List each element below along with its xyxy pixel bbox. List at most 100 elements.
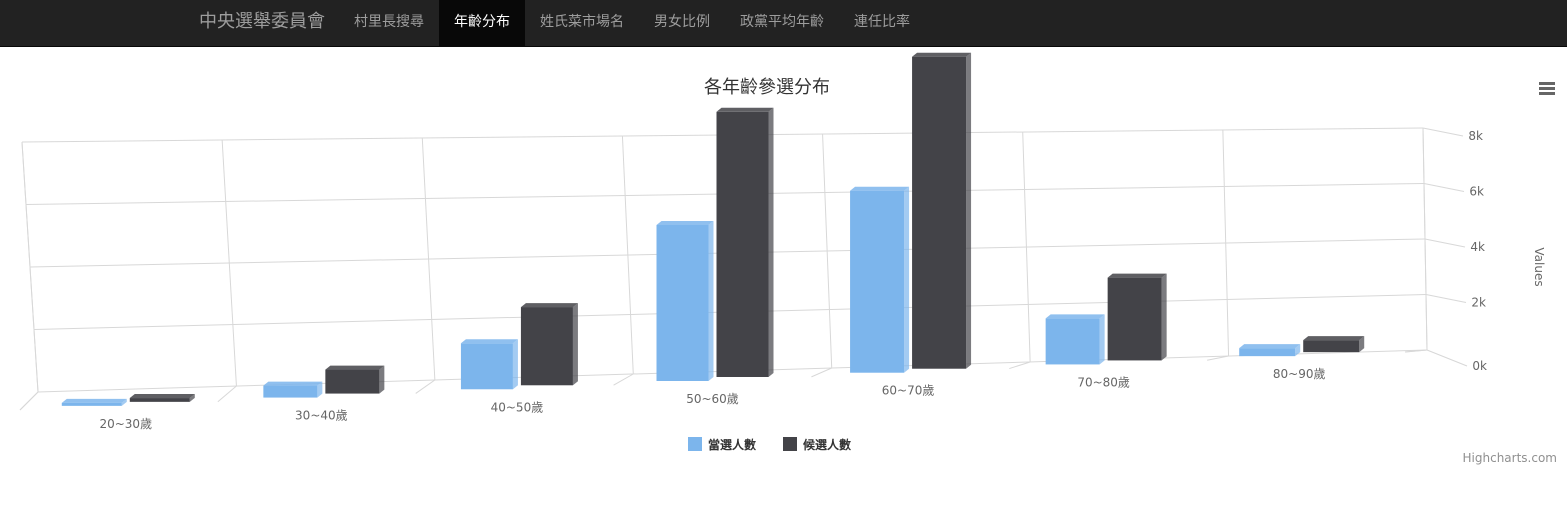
bar-top-face: [520, 303, 578, 308]
bar-side-face: [572, 303, 578, 386]
y-tick-label: 2k: [1471, 296, 1486, 310]
bar-elected: [1239, 344, 1301, 357]
y-axis-title: Values: [1532, 247, 1546, 286]
bar-candidates: [1303, 336, 1365, 353]
bar-top-face: [1303, 336, 1365, 341]
nav-item-age-distribution[interactable]: 年齡分布: [439, 0, 525, 46]
bar-front-face: [656, 225, 709, 381]
bar-elected: [61, 398, 127, 406]
bar-side-face: [904, 186, 910, 373]
chart-title: 各年齡參選分布: [704, 77, 830, 98]
gridline-floor: [613, 373, 634, 386]
chart-credits[interactable]: Highcharts.com: [1463, 451, 1557, 465]
chart-context-menu-button[interactable]: [1532, 77, 1560, 99]
gridline-side: [1422, 127, 1464, 137]
y-tick-label: 4k: [1470, 240, 1485, 254]
gridline-floor: [19, 391, 39, 411]
bar-top-face: [850, 186, 910, 191]
brand-link[interactable]: 中央選舉委員會: [199, 11, 325, 32]
bar-top-face: [656, 221, 714, 225]
bar-candidates: [1107, 273, 1167, 361]
bar-elected: [656, 221, 714, 381]
bar-side-face: [512, 339, 518, 390]
bar-candidates: [716, 107, 774, 378]
bar-candidates: [129, 394, 195, 402]
legend-item-candidates[interactable]: 候選人數: [783, 437, 851, 452]
y-axis-labels: 0k 2k 4k 6k 8k: [1468, 129, 1487, 373]
bar-side-face: [189, 394, 195, 402]
bar-candidates: [520, 303, 578, 386]
bar-elected: [850, 186, 910, 373]
legend-label: 當選人數: [708, 437, 756, 452]
bar-elected: [263, 381, 323, 398]
bar-side-face: [966, 52, 972, 369]
bar-top-face: [61, 398, 127, 403]
bar-side-face: [1161, 273, 1167, 361]
nav-item-village-chief-search[interactable]: 村里長搜尋: [354, 14, 424, 30]
chart-legend: 當選人數 候選人數: [688, 437, 851, 452]
bar-front-face: [460, 343, 513, 390]
bar-side-face: [1359, 336, 1365, 353]
y-tick-label: 6k: [1469, 185, 1484, 199]
bar-side-face: [317, 381, 323, 398]
legend-swatch: [688, 437, 702, 451]
gridline-vertical: [221, 139, 237, 387]
chart-bars: [61, 52, 1365, 406]
x-tick-label: 50~60歲: [686, 392, 739, 406]
bar-front-face: [1107, 277, 1162, 361]
gridline-floor: [1009, 361, 1031, 370]
gridline-vertical: [1222, 129, 1230, 357]
legend-swatch: [783, 437, 797, 451]
bar-front-face: [912, 56, 967, 369]
x-axis-labels: 20~30歲 30~40歲 40~50歲 50~60歲 60~70歲 70~80歲 80~9…: [99, 367, 1325, 431]
bar-top-face: [1045, 314, 1105, 319]
bar-top-face: [325, 365, 385, 370]
bar-side-face: [121, 398, 127, 406]
bar-top-face: [1107, 273, 1167, 278]
bar-side-face: [708, 221, 714, 381]
gridline-floor: [1207, 355, 1229, 361]
bar-front-face: [61, 402, 122, 406]
bar-side-face: [379, 365, 385, 394]
top-navbar: 中央選舉委員會 村里長搜尋 年齡分布 姓氏菜市場名 男女比例 政黨平均年齡 連任…: [0, 0, 1567, 47]
nav-item-reelection-rate[interactable]: 連任比率: [854, 14, 910, 30]
bar-side-face: [1099, 314, 1105, 365]
age-distribution-chart: 各年齡參選分布 20~30歲 30~40歲 40~50歲 50~60歲 60~70歲 70…: [19, 52, 1560, 465]
gridline-side: [1425, 294, 1467, 303]
bar-front-face: [325, 369, 380, 394]
bar-front-face: [520, 307, 573, 386]
bar-candidates: [325, 365, 385, 394]
bar-front-face: [1303, 340, 1360, 353]
gridline-side: [1424, 238, 1466, 248]
nav-item-party-average-age[interactable]: 政黨平均年齡: [740, 14, 824, 30]
bar-top-face: [1239, 344, 1301, 349]
nav-item-gender-ratio[interactable]: 男女比例: [654, 14, 710, 30]
bar-front-face: [1045, 318, 1100, 365]
gridline-floor: [1404, 349, 1428, 353]
hamburger-menu-icon: [1539, 82, 1555, 95]
bar-top-face: [716, 107, 774, 112]
x-tick-label: 60~70歲: [882, 384, 935, 398]
chart-container: 各年齡參選分布 20~30歲 30~40歲 40~50歲 50~60歲 60~70歲 70…: [0, 47, 1567, 512]
gridline-vertical: [1022, 131, 1031, 363]
gridline-side: [1423, 183, 1465, 192]
gridline-side: [1426, 349, 1468, 367]
legend-item-elected[interactable]: 當選人數: [688, 437, 756, 452]
gridline-vertical: [21, 141, 39, 393]
bar-elected: [460, 339, 518, 390]
bar-elected: [1045, 314, 1105, 365]
gridline-vertical: [1422, 127, 1428, 351]
gridline-vertical: [421, 137, 436, 381]
nav-item-common-surnames[interactable]: 姓氏菜市場名: [540, 14, 624, 30]
gridline-vertical: [822, 133, 833, 369]
bar-front-face: [129, 398, 190, 402]
bar-top-face: [912, 52, 972, 57]
x-tick-label: 30~40歲: [295, 409, 348, 423]
bar-front-face: [716, 111, 769, 378]
bar-front-face: [850, 190, 905, 373]
bar-top-face: [460, 339, 518, 344]
gridline-vertical: [621, 135, 634, 375]
bar-side-face: [1295, 344, 1301, 357]
bar-front-face: [263, 385, 318, 398]
bar-front-face: [1239, 348, 1296, 357]
